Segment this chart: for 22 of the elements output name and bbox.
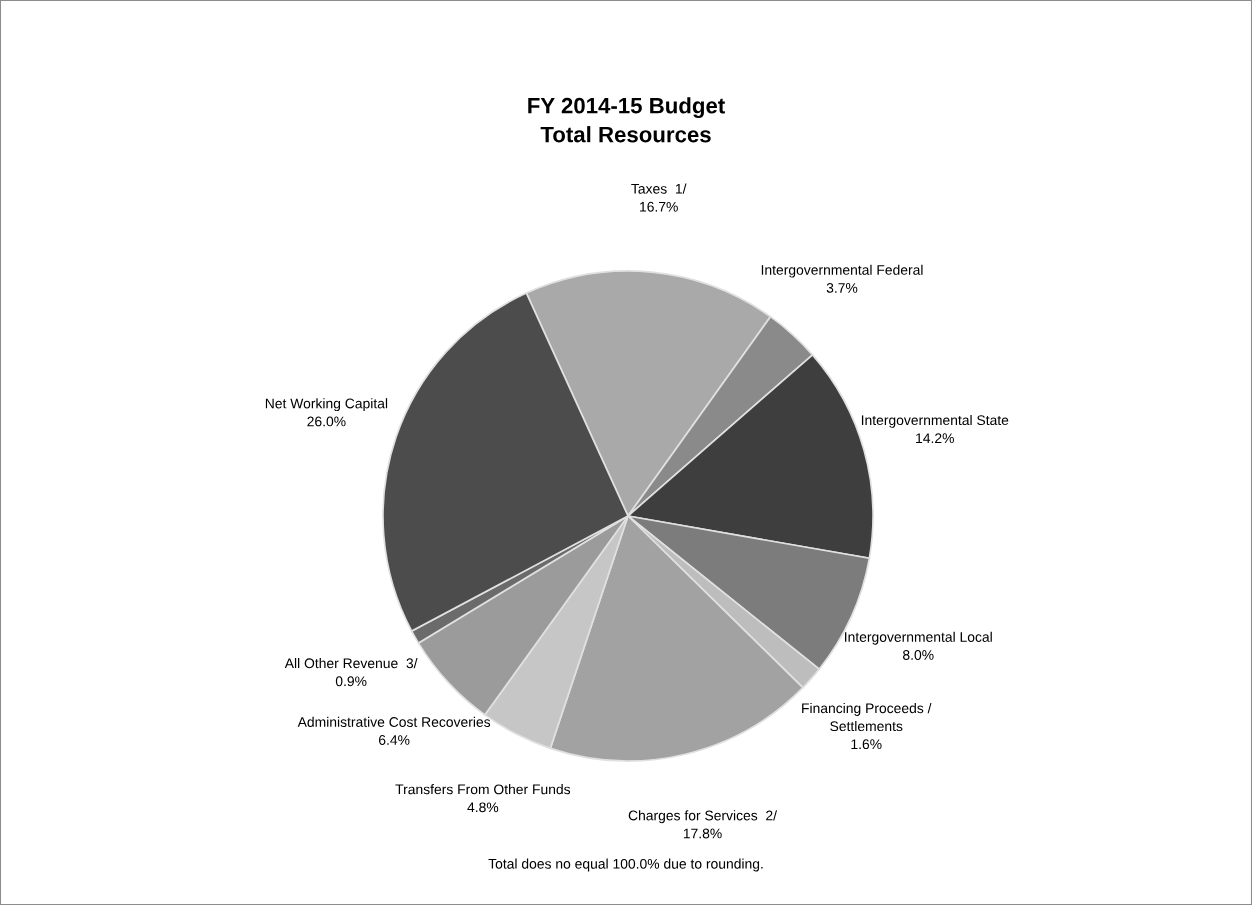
slice-label: Intergovernmental Local: [845, 631, 992, 645]
slice-label: Charges for Services 2/: [628, 810, 778, 824]
slice-label: Administrative Cost Recoveries: [297, 716, 491, 727]
data-label: 17.8%: [683, 828, 722, 839]
slice-label: Financing Proceeds / Settlements: [802, 702, 932, 732]
data-label: 8.0%: [903, 650, 934, 660]
data-label: 16.7%: [640, 201, 678, 212]
data-label: 3.7%: [826, 282, 858, 293]
slice-label: Transfers From Other Funds: [395, 784, 571, 795]
slice-label: Intergovernmental State: [861, 414, 1009, 428]
data-label: 6.4%: [379, 735, 410, 745]
slice-label: Intergovernmental Federal: [761, 264, 923, 278]
text: Total does no equal 100.0% due to rounding.: [488, 858, 763, 872]
slice-label: All Other Revenue 3/: [284, 657, 418, 669]
data-label: 4.8%: [467, 802, 499, 813]
data-label: 1.6%: [851, 739, 882, 750]
data-label: 14.2%: [916, 433, 954, 444]
slice-label: Taxes 1/: [631, 183, 687, 194]
data-label: 0.9%: [335, 676, 367, 687]
chart-title: FY 2014-15 Budget Total Resources: [528, 97, 725, 143]
data-label: 26.0%: [307, 416, 346, 427]
slice-label: Net Working Capital: [265, 398, 388, 412]
